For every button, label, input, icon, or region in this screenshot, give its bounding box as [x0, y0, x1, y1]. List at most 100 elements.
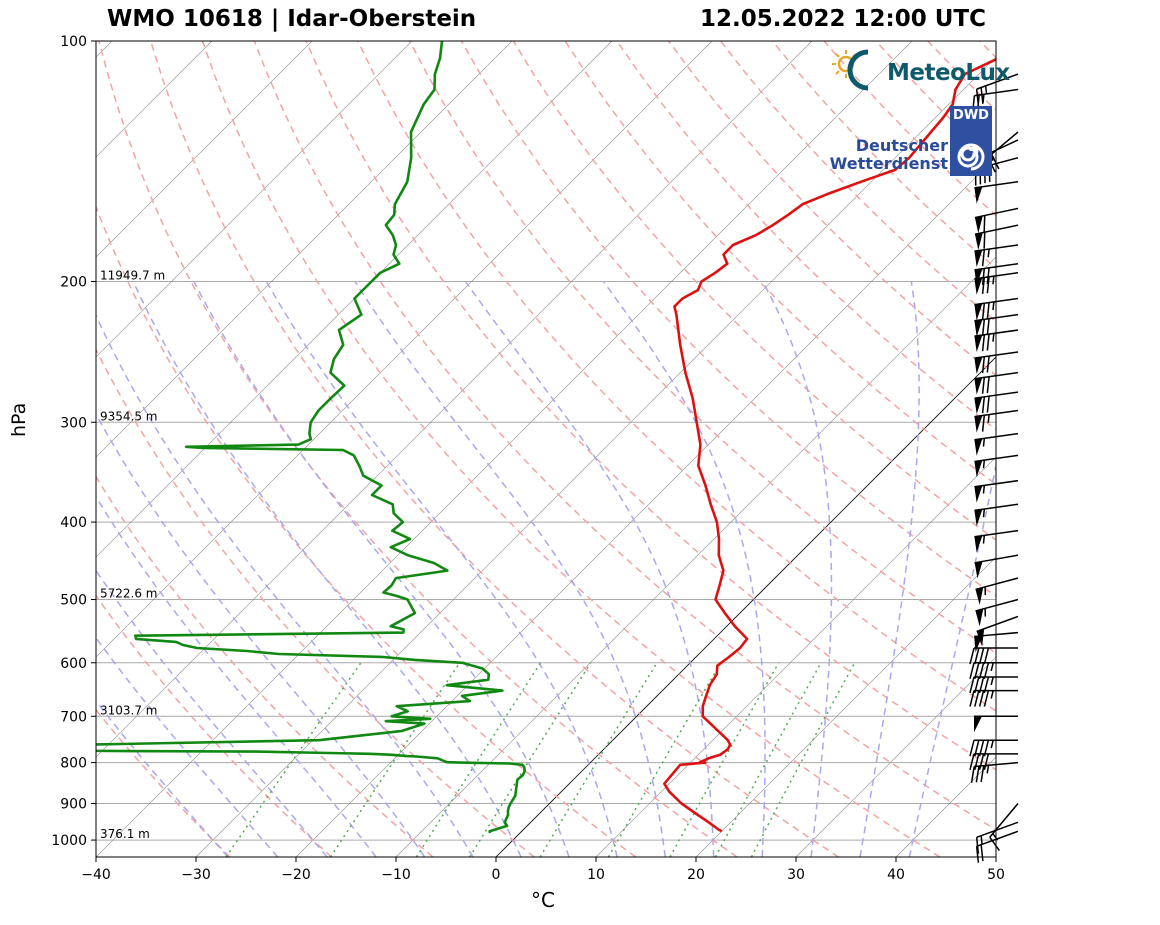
y-tick-label: 1000 [51, 833, 87, 849]
wind-barb [969, 662, 1018, 679]
barb-full [983, 676, 990, 694]
wind-barb [974, 244, 1019, 267]
barb-half [990, 676, 994, 686]
isotherm-line [96, 41, 813, 758]
barb-half [990, 662, 994, 671]
isotherm-line [395, 256, 996, 857]
dwd-line1: Deutscher [855, 136, 948, 155]
wind-barb [974, 263, 1019, 286]
barb-staff [989, 803, 1019, 838]
barb-full [969, 676, 975, 694]
barb-full [978, 676, 985, 694]
wind-barb [974, 409, 1019, 433]
barb-flag [974, 415, 983, 433]
barb-full [980, 765, 985, 783]
y-tick-label: 300 [60, 415, 87, 431]
barb-full [986, 267, 990, 285]
barb-full [969, 740, 975, 757]
barb-full [981, 268, 986, 285]
barb-full [983, 647, 990, 665]
mixing-ratio-line [415, 662, 542, 857]
barb-full [974, 662, 980, 679]
wind-barb [974, 371, 1019, 395]
barb-flag [974, 249, 983, 267]
moist-adiabat-line [859, 281, 920, 857]
dwd-emblem: DWD [950, 106, 992, 176]
wind-barb [974, 503, 1019, 527]
barb-flag [974, 485, 983, 503]
barb-full [978, 740, 985, 757]
barb-half [986, 765, 990, 774]
barb-full [983, 753, 990, 771]
barb-half [982, 535, 986, 544]
moist-adiabat-line [96, 636, 279, 857]
barb-full [974, 740, 980, 757]
x-tick-label: −20 [281, 867, 311, 883]
sun-icon [832, 49, 869, 91]
barb-half [982, 508, 986, 518]
dry-adiabat-line [96, 347, 535, 857]
barb-full [969, 690, 975, 707]
barb-full [981, 334, 986, 352]
dwd-logo: Deutscher Wetterdienst DWD [826, 104, 996, 180]
moist-adiabat-line [132, 281, 522, 857]
barb-staff [974, 432, 1019, 441]
barb-full [986, 355, 990, 373]
mixing-ratio-line [607, 662, 722, 857]
wind-barb [975, 598, 1019, 627]
barb-half [990, 690, 994, 699]
dwd-line2: Wetterdienst [829, 154, 948, 173]
wind-barb [974, 313, 1019, 337]
barb-flag [974, 438, 983, 456]
wind-barb [969, 739, 1018, 757]
barb-staff [974, 554, 1019, 564]
barb-full [990, 153, 1000, 170]
meteolux-logo: MeteoLux [830, 44, 1010, 98]
barb-full [978, 753, 985, 771]
barb-staff [974, 503, 1019, 512]
barb-full [975, 837, 980, 854]
barb-half [992, 333, 995, 342]
y-tick-label: 500 [60, 593, 87, 609]
wind-barb [974, 479, 1019, 503]
mixing-ratio-line [669, 662, 780, 857]
height-label: 5722.6 m [100, 587, 158, 601]
barb-full [981, 396, 986, 414]
moist-adiabat-line [762, 281, 833, 857]
barb-full [986, 396, 990, 413]
wind-barb [989, 803, 1019, 852]
barb-full [974, 753, 980, 771]
x-tick-label: −30 [181, 867, 211, 883]
chart-title-datetime: 12.05.2022 12:00 UTC [700, 6, 986, 32]
dewpoint-line [96, 41, 527, 834]
barb-flag [974, 356, 983, 374]
height-label: 9354.5 m [100, 409, 158, 423]
barb-half [987, 414, 990, 423]
mixing-ratio-line [714, 662, 822, 857]
barb-staff [975, 598, 1019, 612]
barb-half [992, 833, 999, 841]
dry-adiabat-line [96, 708, 231, 857]
height-label: 376.1 m [100, 827, 150, 841]
barb-full [981, 415, 986, 432]
isotherm-line [695, 556, 996, 857]
barb-full [981, 377, 986, 394]
isotherm-line [495, 356, 996, 857]
barb-staff [974, 329, 1019, 337]
isotherm-line [96, 41, 713, 658]
barb-half [982, 485, 986, 494]
wind-barb [969, 689, 1018, 707]
moist-adiabat-line [193, 281, 570, 857]
wind-barb [969, 753, 1018, 771]
isotherm-line [595, 456, 996, 857]
barb-flag [974, 319, 983, 337]
barb-full [975, 89, 980, 106]
barb-flag [974, 232, 983, 250]
x-tick-label: 20 [687, 867, 705, 883]
barb-full [986, 376, 990, 394]
barb-half [987, 248, 990, 258]
barb-staff [976, 615, 1019, 633]
barb-full [986, 334, 990, 351]
barb-full [970, 766, 975, 783]
mixing-ratio-line [225, 662, 362, 857]
